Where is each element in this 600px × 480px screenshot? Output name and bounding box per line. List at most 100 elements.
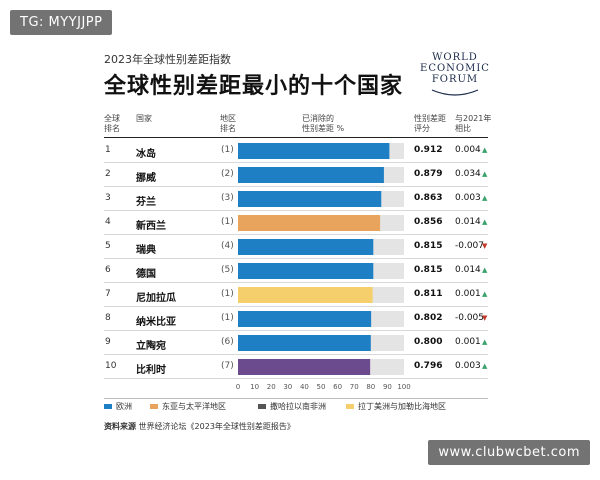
arrow-up-icon: ▲ (482, 266, 488, 274)
header-country: 国家 (136, 114, 152, 123)
watermark-bottom: www.clubwcbet.com (428, 440, 590, 465)
row-divider (104, 258, 488, 259)
bar (238, 263, 374, 279)
logo-line-3: FORUM (431, 74, 479, 85)
score-label: 0.800 (414, 337, 443, 347)
change-label: 0.034 (455, 169, 481, 179)
country-label: 瑞典 (136, 245, 156, 256)
regional-rank-cell: (6) (221, 337, 234, 347)
score-label: 0.856 (414, 217, 443, 227)
x-tick-label: 20 (267, 383, 276, 391)
source-text: 世界经济论坛《2023年全球性别差距报告》 (138, 422, 295, 431)
x-tick-label: 100 (397, 383, 410, 391)
row-divider (104, 186, 488, 187)
chart-title: 全球性别差距最小的十个国家 (104, 74, 404, 99)
bar (238, 287, 373, 303)
watermark-top: TG: MYYJJPP (10, 10, 113, 35)
legend-divider (104, 398, 488, 399)
row-divider (104, 234, 488, 235)
legend-swatch (346, 404, 354, 409)
rank-cell: 7 (105, 289, 111, 299)
logo-line-1: WORLD (432, 52, 478, 63)
logo-line-2: ECONOMIC (420, 63, 490, 74)
score-label: 0.811 (414, 289, 443, 299)
score-label: 0.863 (414, 193, 443, 203)
legend-swatch (258, 404, 266, 409)
rank-cell: 10 (105, 361, 117, 371)
country-label: 立陶宛 (136, 341, 166, 352)
row-divider (104, 306, 488, 307)
row-divider (104, 162, 488, 163)
source-note: 资料来源 世界经济论坛《2023年全球性别差距报告》 (104, 421, 295, 432)
bar (238, 143, 390, 159)
country-label: 德国 (136, 269, 156, 280)
score-label: 0.796 (414, 361, 443, 371)
score-label: 0.802 (414, 313, 443, 323)
regional-rank-cell: (3) (221, 193, 234, 203)
score-label: 0.815 (414, 241, 443, 251)
arrow-up-icon: ▲ (482, 194, 488, 202)
regional-rank-cell: (5) (221, 265, 234, 275)
bar (238, 167, 384, 183)
country-label: 冰岛 (136, 149, 156, 160)
bar (238, 215, 381, 231)
x-tick-label: 70 (350, 383, 359, 391)
arrow-up-icon: ▲ (482, 362, 488, 370)
row-divider (104, 330, 488, 331)
bar (238, 359, 371, 375)
legend-label: 欧洲 (116, 402, 132, 411)
change-label: 0.014 (455, 265, 481, 275)
rank-cell: 5 (105, 241, 111, 251)
rank-cell: 9 (105, 337, 111, 347)
arrow-up-icon: ▲ (482, 290, 488, 298)
x-tick-label: 0 (236, 383, 240, 391)
arrow-up-icon: ▲ (482, 170, 488, 178)
arrow-up-icon: ▲ (482, 146, 488, 154)
change-label: -0.005 (455, 313, 485, 323)
header-global-rank: 全球 排名 (104, 114, 120, 133)
header-score: 性别差距 评分 (414, 114, 446, 133)
source-label: 资料来源 (104, 422, 136, 431)
x-tick-label: 80 (366, 383, 375, 391)
score-label: 0.815 (414, 265, 443, 275)
header-divider (104, 137, 488, 138)
legend-swatch (150, 404, 158, 409)
change-label: 0.003 (455, 193, 481, 203)
chart-subtitle: 2023年全球性别差距指数 (104, 53, 231, 66)
arrow-down-icon: ▼ (482, 242, 488, 250)
arrow-up-icon: ▲ (482, 218, 488, 226)
change-label: 0.003 (455, 361, 481, 371)
country-label: 芬兰 (136, 197, 156, 208)
regional-rank-cell: (4) (221, 241, 234, 251)
country-label: 新西兰 (136, 221, 166, 232)
header-change: 与2021年 相比 (455, 114, 492, 133)
row-divider (104, 282, 488, 283)
regional-rank-cell: (1) (221, 145, 234, 155)
country-label: 尼加拉瓜 (136, 293, 176, 304)
bar (238, 239, 374, 255)
arrow-up-icon: ▲ (482, 338, 488, 346)
arrow-down-icon: ▼ (482, 314, 488, 322)
x-tick-label: 30 (283, 383, 292, 391)
rank-cell: 3 (105, 193, 111, 203)
x-tick-label: 40 (300, 383, 309, 391)
header-gap-closed: 已消除的 性别差距 % (302, 114, 345, 133)
change-label: 0.001 (455, 337, 481, 347)
regional-rank-cell: (7) (221, 361, 234, 371)
legend-swatch (104, 404, 112, 409)
bar (238, 191, 382, 207)
x-tick-label: 90 (383, 383, 392, 391)
rank-cell: 1 (105, 145, 111, 155)
change-label: 0.001 (455, 289, 481, 299)
header-regional-rank: 地区 排名 (220, 114, 236, 133)
score-label: 0.879 (414, 169, 443, 179)
row-divider (104, 354, 488, 355)
country-label: 挪威 (136, 173, 156, 184)
legend-label: 拉丁美洲与加勒比海地区 (358, 402, 446, 411)
x-tick-label: 10 (250, 383, 259, 391)
change-label: 0.004 (455, 145, 481, 155)
change-label: -0.007 (455, 241, 485, 251)
logo-arc-icon (431, 89, 479, 96)
x-tick-label: 60 (333, 383, 342, 391)
